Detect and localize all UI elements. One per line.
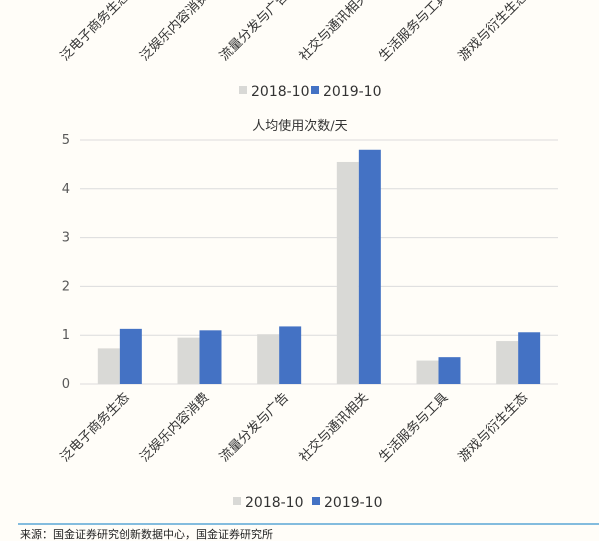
x-axis-category-labels: 泛电子商务生态 泛娱乐内容消费 流量分发与广告 社交与通讯相关 生活服务与工具 游戏与衍生…	[57, 390, 531, 466]
bar-2019-10-0	[119, 328, 142, 384]
y-tick-label: 3	[62, 231, 70, 246]
top-fragment-category-label: 泛娱乐内容消费	[137, 0, 213, 64]
top-legend-label-2019: 2019-10	[323, 84, 382, 100]
x-category-label: 泛电子商务生态	[57, 390, 133, 466]
top-fragment-category-label: 流量分发与广告	[216, 0, 292, 64]
x-category-label: 游戏与衍生生态	[456, 390, 531, 465]
bar-2019-10-1	[199, 330, 222, 384]
top-fragment-category-label: 游戏与衍生生态	[456, 0, 531, 64]
x-category-label: 流量分发与广告	[216, 390, 292, 466]
bar-2019-10-4	[438, 357, 461, 384]
top-fragment-category-label: 生活服务与工具	[376, 0, 452, 64]
bar-2019-10-5	[518, 332, 541, 384]
y-tick-label: 0	[62, 377, 70, 392]
legend: 2018-10 2019-10	[233, 495, 383, 511]
legend-label-2018: 2018-10	[245, 495, 304, 511]
bar-2019-10-3	[358, 149, 381, 384]
source-note: 来源：国金证券研究创新数据中心，国金证券研究所	[20, 527, 273, 541]
y-tick-label: 4	[62, 182, 70, 197]
bars	[97, 149, 541, 384]
top-legend-swatch-2018	[239, 86, 247, 94]
bar-2018-10-2	[257, 334, 280, 384]
x-category-label: 社交与通讯相关	[296, 390, 372, 466]
bar-2018-10-3	[336, 161, 359, 384]
top-legend-swatch-2019	[311, 86, 319, 94]
legend-label-2019: 2019-10	[324, 495, 383, 511]
bar-2018-10-1	[177, 337, 200, 384]
chart-title: 人均使用次数/天	[252, 118, 347, 134]
bar-2019-10-2	[279, 326, 302, 384]
bar-2018-10-5	[496, 341, 519, 384]
gridlines	[80, 139, 558, 385]
top-fragment-category-label: 社交与通讯相关	[296, 0, 372, 64]
top-fragment-category-label: 泛电子商务生态	[57, 0, 133, 64]
x-category-label: 泛娱乐内容消费	[137, 390, 213, 466]
top-fragment-category-labels: 泛电子商务生态 泛娱乐内容消费 流量分发与广告 社交与通讯相关 生活服务与工具 游戏与衍生…	[57, 0, 531, 64]
y-tick-label: 2	[62, 279, 70, 294]
x-category-label: 生活服务与工具	[376, 390, 452, 466]
y-tick-label: 1	[62, 328, 70, 343]
y-tick-label: 5	[62, 133, 70, 148]
top-legend-label-2018: 2018-10	[251, 84, 310, 100]
legend-swatch-2019	[312, 497, 320, 505]
bar-2018-10-0	[97, 348, 120, 384]
bar-2018-10-4	[416, 360, 439, 384]
top-fragment-legend: 2018-10 2019-10	[239, 84, 382, 100]
legend-swatch-2018	[233, 497, 241, 505]
y-axis-tick-labels: 0 1 2 3 4 5	[62, 133, 70, 392]
